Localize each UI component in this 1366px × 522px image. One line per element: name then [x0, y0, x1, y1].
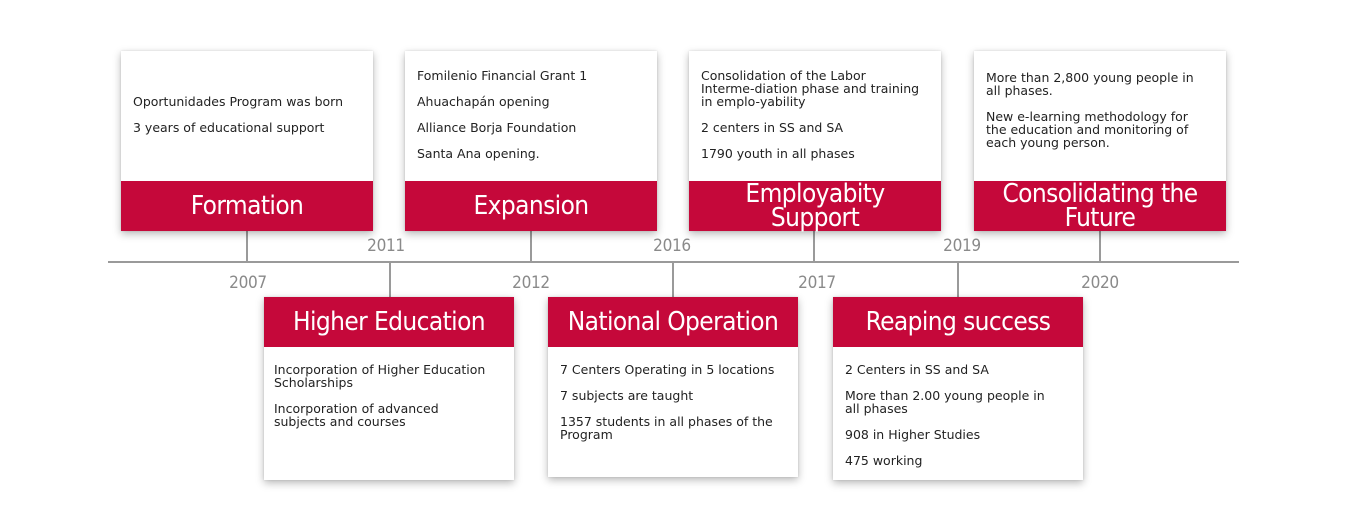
card-body: Fomilenio Financial Grant 1 Ahuachapán o…	[405, 69, 657, 183]
card-text: Consolidation of the Labor Interme-diati…	[701, 68, 920, 109]
card-title: Formation	[121, 181, 373, 231]
milestone-card-national-operation: National Operation 7 Centers Operating i…	[548, 297, 798, 477]
card-body: More than 2,800 young people in all phas…	[974, 71, 1226, 185]
milestone-card-reaping-success: Reaping success 2 Centers in SS and SA M…	[833, 297, 1083, 480]
tick-2011	[389, 262, 391, 297]
card-title: Higher Education	[264, 297, 514, 347]
card-body: 7 Centers Operating in 5 locations 7 sub…	[548, 363, 798, 454]
tick-2020	[1099, 231, 1101, 262]
card-text: More than 2,800 young people in all phas…	[986, 70, 1194, 98]
card-body: Consolidation of the Labor Interme-diati…	[689, 69, 941, 183]
year-label: 2019	[943, 236, 981, 256]
year-label: 2007	[229, 273, 267, 293]
milestone-card-consolidating: More than 2,800 young people in all phas…	[974, 51, 1226, 231]
card-body: Oportunidades Program was born 3 years o…	[121, 67, 373, 181]
card-text: Incorporation of advanced subjects and c…	[274, 401, 439, 429]
tick-2019	[957, 262, 959, 297]
card-title: Consolidating the Future	[974, 181, 1226, 231]
card-text: 7 subjects are taught	[560, 388, 694, 403]
card-title: Expansion	[405, 181, 657, 231]
card-text: Ahuachapán opening	[417, 94, 550, 109]
year-label: 2017	[798, 273, 836, 293]
year-label: 2020	[1081, 273, 1119, 293]
card-text: 7 Centers Operating in 5 locations	[560, 362, 775, 377]
card-text: 2 centers in SS and SA	[701, 120, 844, 135]
card-body: 2 Centers in SS and SA More than 2.00 yo…	[833, 363, 1083, 480]
card-title: Reaping success	[833, 297, 1083, 347]
tick-2017	[813, 231, 815, 262]
year-label: 2012	[512, 273, 550, 293]
card-text: Fomilenio Financial Grant 1	[417, 68, 588, 83]
card-text: 1790 youth in all phases	[701, 146, 855, 161]
milestone-card-employability: Consolidation of the Labor Interme-diati…	[689, 51, 941, 231]
card-text: 908 in Higher Studies	[845, 427, 981, 442]
card-text: Santa Ana opening.	[417, 146, 540, 161]
card-text: 2 Centers in SS and SA	[845, 362, 989, 377]
year-label: 2016	[653, 236, 691, 256]
card-text: 475 working	[845, 453, 923, 468]
tick-2016	[672, 262, 674, 297]
milestone-card-formation: Oportunidades Program was born 3 years o…	[121, 51, 373, 231]
card-body: Incorporation of Higher Education Schola…	[264, 363, 514, 441]
milestone-card-expansion: Fomilenio Financial Grant 1 Ahuachapán o…	[405, 51, 657, 231]
card-title: National Operation	[548, 297, 798, 347]
card-title: Employabity Support	[689, 181, 941, 231]
card-text: Incorporation of Higher Education Schola…	[274, 362, 486, 390]
card-text: Oportunidades Program was born	[133, 94, 343, 109]
year-label: 2011	[367, 236, 405, 256]
tick-2007	[246, 231, 248, 262]
card-text: 3 years of educational support	[133, 120, 325, 135]
card-text: New e-learning methodology for the educa…	[986, 109, 1189, 150]
card-text: 1357 students in all phases of the Progr…	[560, 414, 773, 442]
milestone-card-higher-education: Higher Education Incorporation of Higher…	[264, 297, 514, 480]
card-text: Alliance Borja Foundation	[417, 120, 577, 135]
tick-2012	[530, 231, 532, 262]
card-text: More than 2.00 young people in all phase…	[845, 388, 1045, 416]
